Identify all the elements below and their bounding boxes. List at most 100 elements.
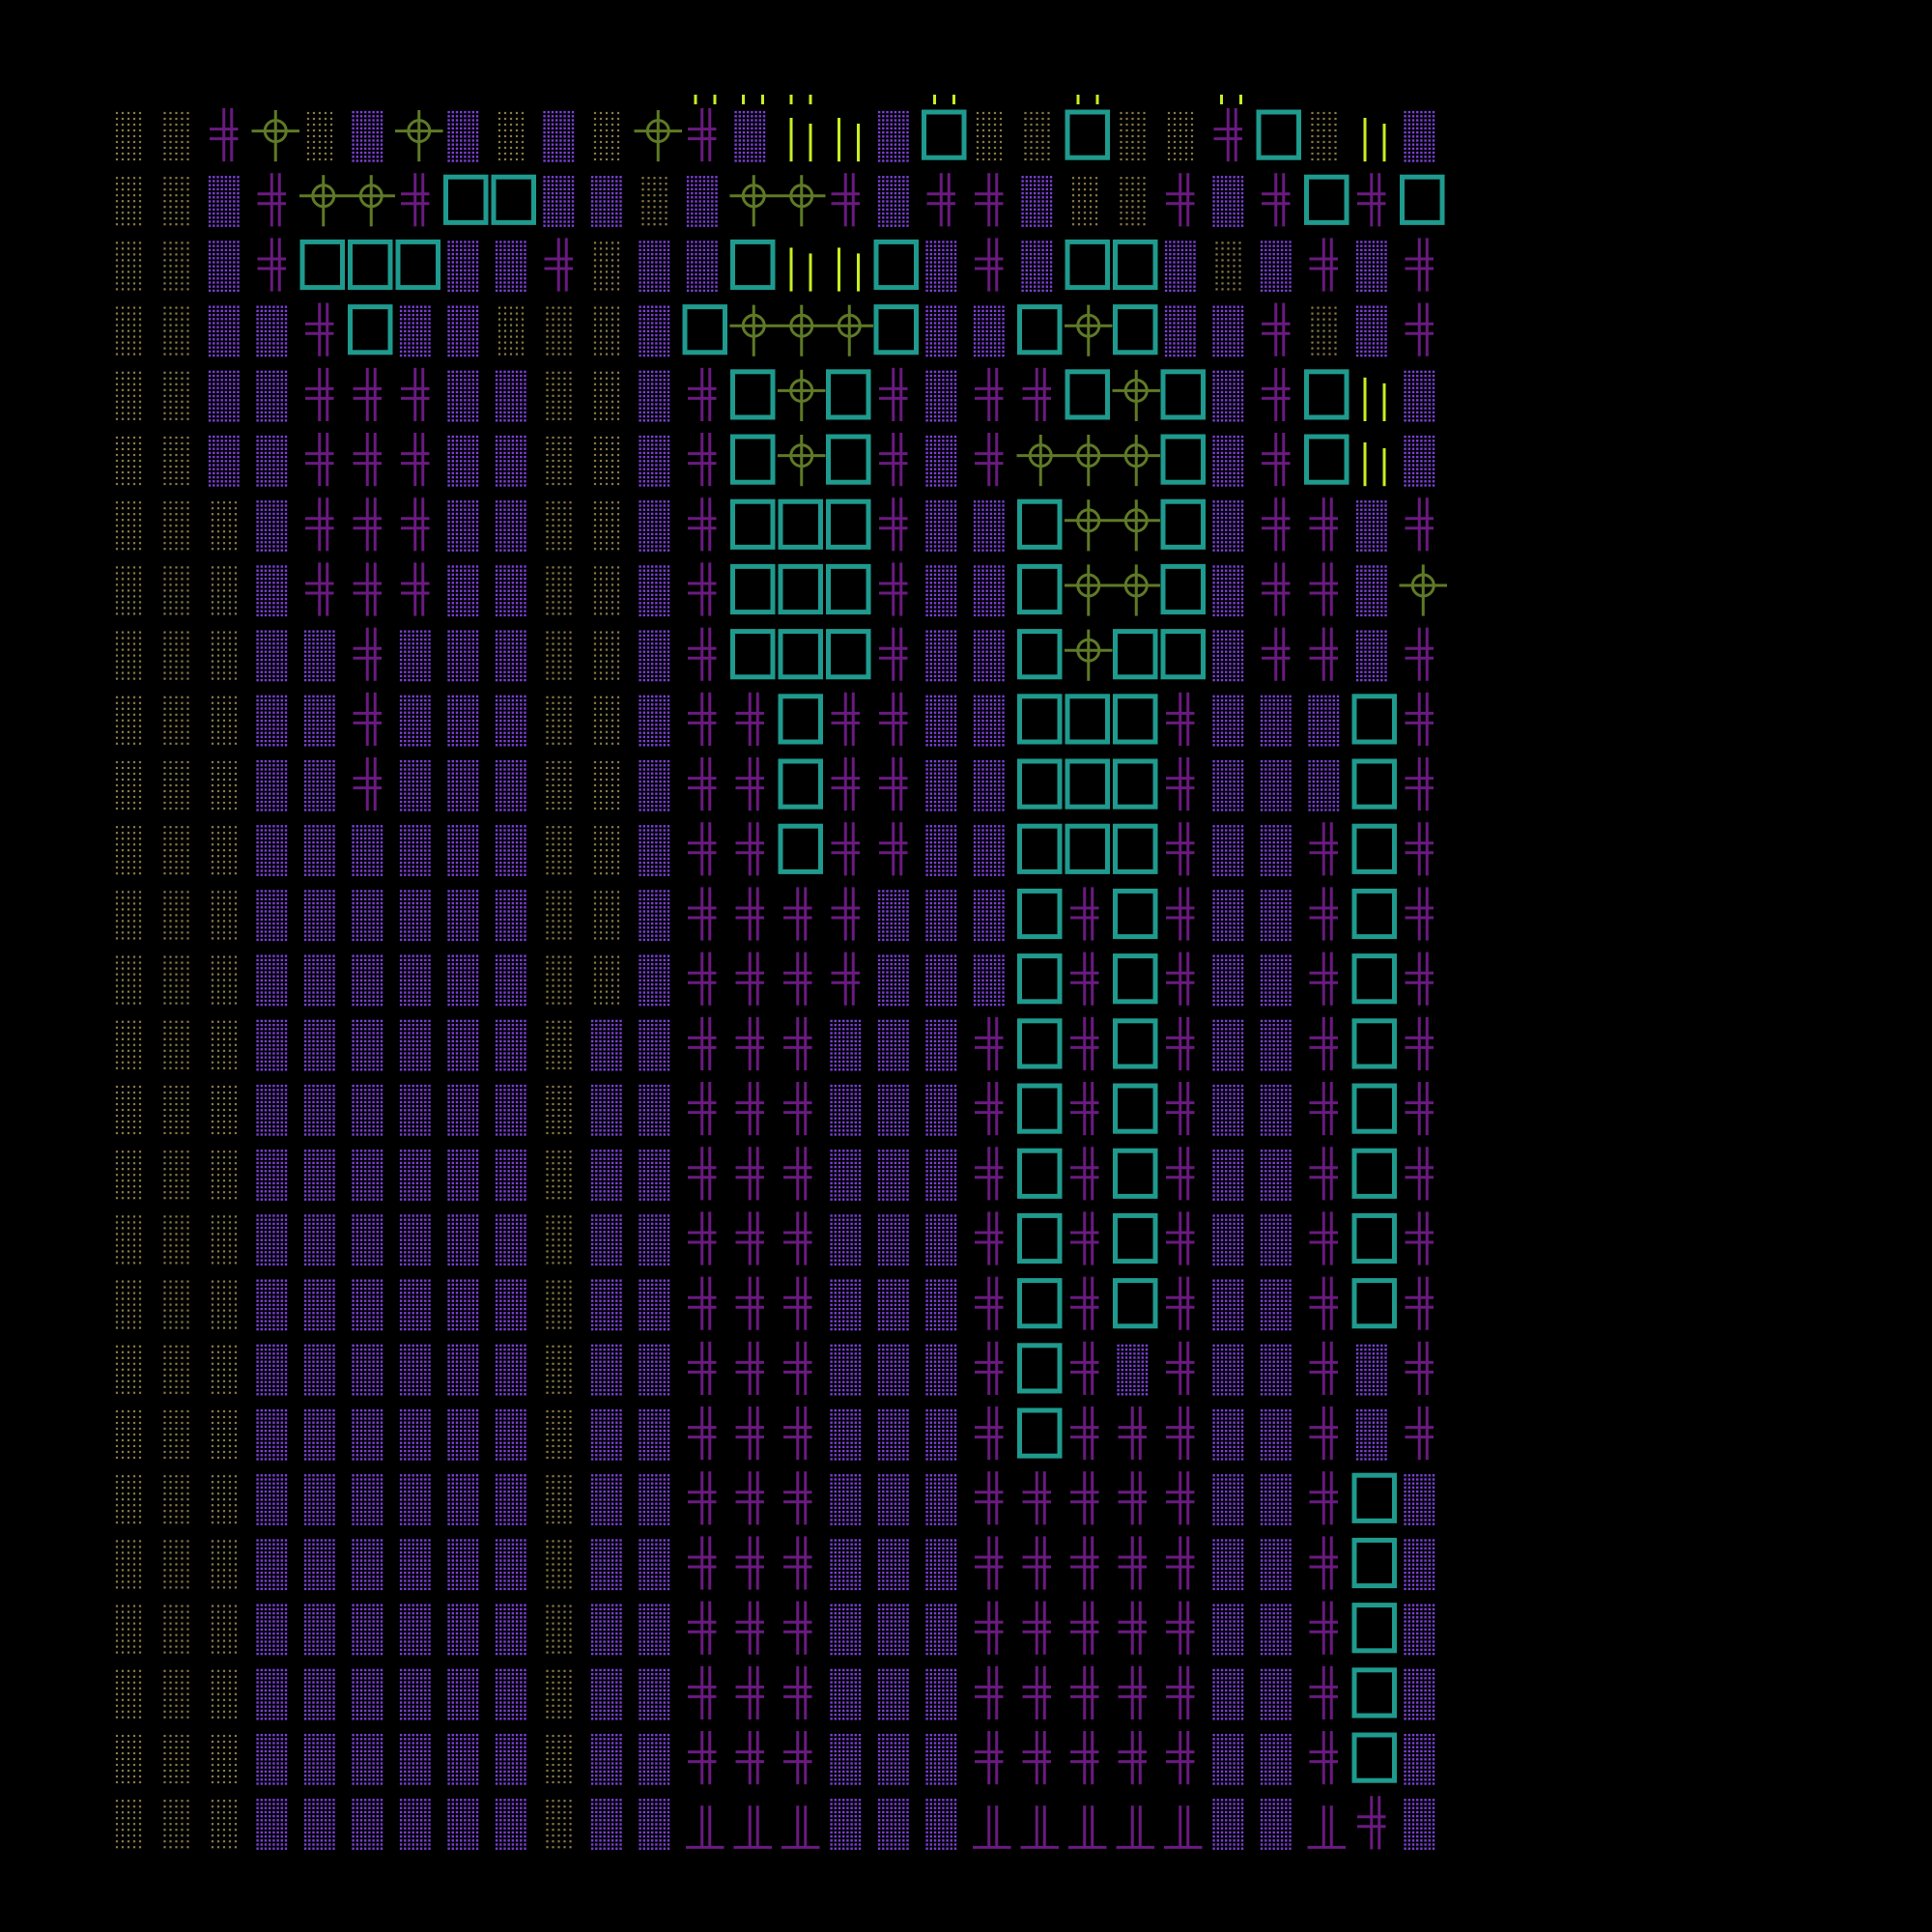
tile-wall-cross (688, 952, 717, 1006)
tile-dirt-floor (163, 112, 188, 160)
tile-wall-end (1164, 1805, 1203, 1847)
tile-stone-floor (878, 1085, 909, 1136)
tile-dirt-floor (546, 1021, 571, 1069)
tile-dirt-floor (212, 1670, 237, 1719)
tile-plant-cross (1113, 499, 1161, 551)
tile-dirt-floor (163, 761, 188, 810)
tile-stone-floor (1356, 1409, 1387, 1461)
tile-stone-floor (400, 1214, 431, 1265)
tile-dirt-floor (163, 632, 188, 680)
tile-wall-cross (688, 1017, 717, 1070)
tile-stone-floor (1212, 1539, 1243, 1590)
tile-crate (1354, 1086, 1395, 1131)
tile-wall-cross (736, 1666, 765, 1719)
tile-stone-floor (209, 241, 240, 292)
tile-wall-cross (736, 1602, 765, 1655)
tile-wall-cross (688, 433, 717, 486)
tile-stone-floor (925, 1214, 956, 1265)
tile-dirt-floor (546, 372, 571, 420)
tile-crate (351, 307, 391, 353)
tile-plant-cross (299, 175, 348, 226)
tile-crate (1354, 1670, 1395, 1716)
tile-stone-floor (1212, 500, 1243, 552)
tile-dirt-floor (977, 112, 1002, 160)
tile-crate (1020, 761, 1061, 807)
tile-stone-floor (256, 955, 287, 1007)
tile-dirt-floor (116, 1021, 141, 1069)
tile-stone-floor (304, 1669, 335, 1720)
tile-stone-floor (1261, 760, 1292, 811)
tile-stone-floor (974, 955, 1005, 1007)
tile-stone-floor (591, 1345, 622, 1396)
tile-wall-cross (258, 238, 287, 291)
tile-stone-floor (878, 1799, 909, 1850)
tile-wall-cross (545, 238, 574, 291)
tile-dirt-floor (594, 826, 619, 874)
tile-wall-cross (1166, 952, 1195, 1006)
tile-stone-floor (496, 1474, 526, 1525)
tile-wall-cross (736, 1471, 765, 1524)
tile-dirt-floor (546, 956, 571, 1005)
tile-crate (1020, 632, 1061, 677)
tile-stone-floor (974, 306, 1005, 357)
tile-wall-cross (1262, 433, 1291, 486)
tile-stone-floor (1404, 1734, 1435, 1785)
tile-dirt-floor (546, 1151, 571, 1199)
tile-dirt-floor (546, 307, 571, 355)
tile-wall-cross (736, 1211, 765, 1264)
tile-crate (1116, 826, 1156, 871)
tile-stone-floor (352, 890, 383, 941)
tile-crate (1116, 1281, 1156, 1326)
tile-plant-cross (1065, 305, 1113, 356)
tile-stone-floor (400, 825, 431, 876)
tile-wall-cross (736, 1731, 765, 1784)
tile-stone-floor (591, 1280, 622, 1331)
tile-stone-floor (400, 1799, 431, 1850)
tile-wall-cross (975, 368, 1004, 421)
tile-stone-floor (400, 1669, 431, 1720)
tile-stone-floor (878, 1150, 909, 1201)
tile-wall-cross (1406, 1147, 1435, 1200)
tile-stone-floor (447, 1150, 478, 1201)
tile-crate (1067, 242, 1108, 287)
tile-stone-floor (687, 241, 718, 292)
tile-wall-cross (1406, 1082, 1435, 1135)
tile-stone-floor (1356, 631, 1387, 682)
tile-wall-cross (975, 1406, 1004, 1460)
tile-stone-floor (974, 760, 1005, 811)
tile-wall-cross (736, 887, 765, 940)
tile-dirt-floor (116, 1215, 141, 1264)
tile-wall-cross (975, 1602, 1004, 1655)
tile-stone-floor (639, 955, 669, 1007)
tile-stone-floor (496, 241, 526, 292)
tile-crate (1020, 1281, 1061, 1326)
tile-plant-cross (1017, 435, 1065, 486)
tile-wall-cross (832, 887, 861, 940)
tile-stone-floor (304, 1214, 335, 1265)
tile-wall-cross (1070, 1017, 1099, 1070)
tile-crate (733, 566, 774, 611)
tile-stone-floor (1261, 955, 1292, 1007)
tile-stone-floor (687, 176, 718, 227)
tile-stone-floor (496, 1280, 526, 1331)
tile-wall-cross (1070, 1536, 1099, 1589)
tile-wall-cross (783, 1731, 812, 1784)
tile-stone-floor (830, 1020, 861, 1071)
tile-wall-cross (688, 1536, 717, 1589)
tile-stone-floor (256, 1280, 287, 1331)
tile-plant-cross (1065, 499, 1113, 551)
tile-stone-floor (496, 436, 526, 487)
tile-stone-floor (352, 1150, 383, 1201)
tile-wall-cross (688, 1406, 717, 1460)
tile-crate (1067, 112, 1108, 157)
tile-dirt-floor (116, 177, 141, 225)
tile-stone-floor (639, 241, 669, 292)
tile-wall-cross (975, 1082, 1004, 1135)
tile-wall-cross (354, 628, 383, 681)
tile-dirt-floor (163, 1021, 188, 1069)
tile-crate (1163, 437, 1204, 482)
tile-dirt-floor (163, 372, 188, 420)
tile-stone-floor (256, 1409, 287, 1461)
tile-stone-floor (352, 1409, 383, 1461)
